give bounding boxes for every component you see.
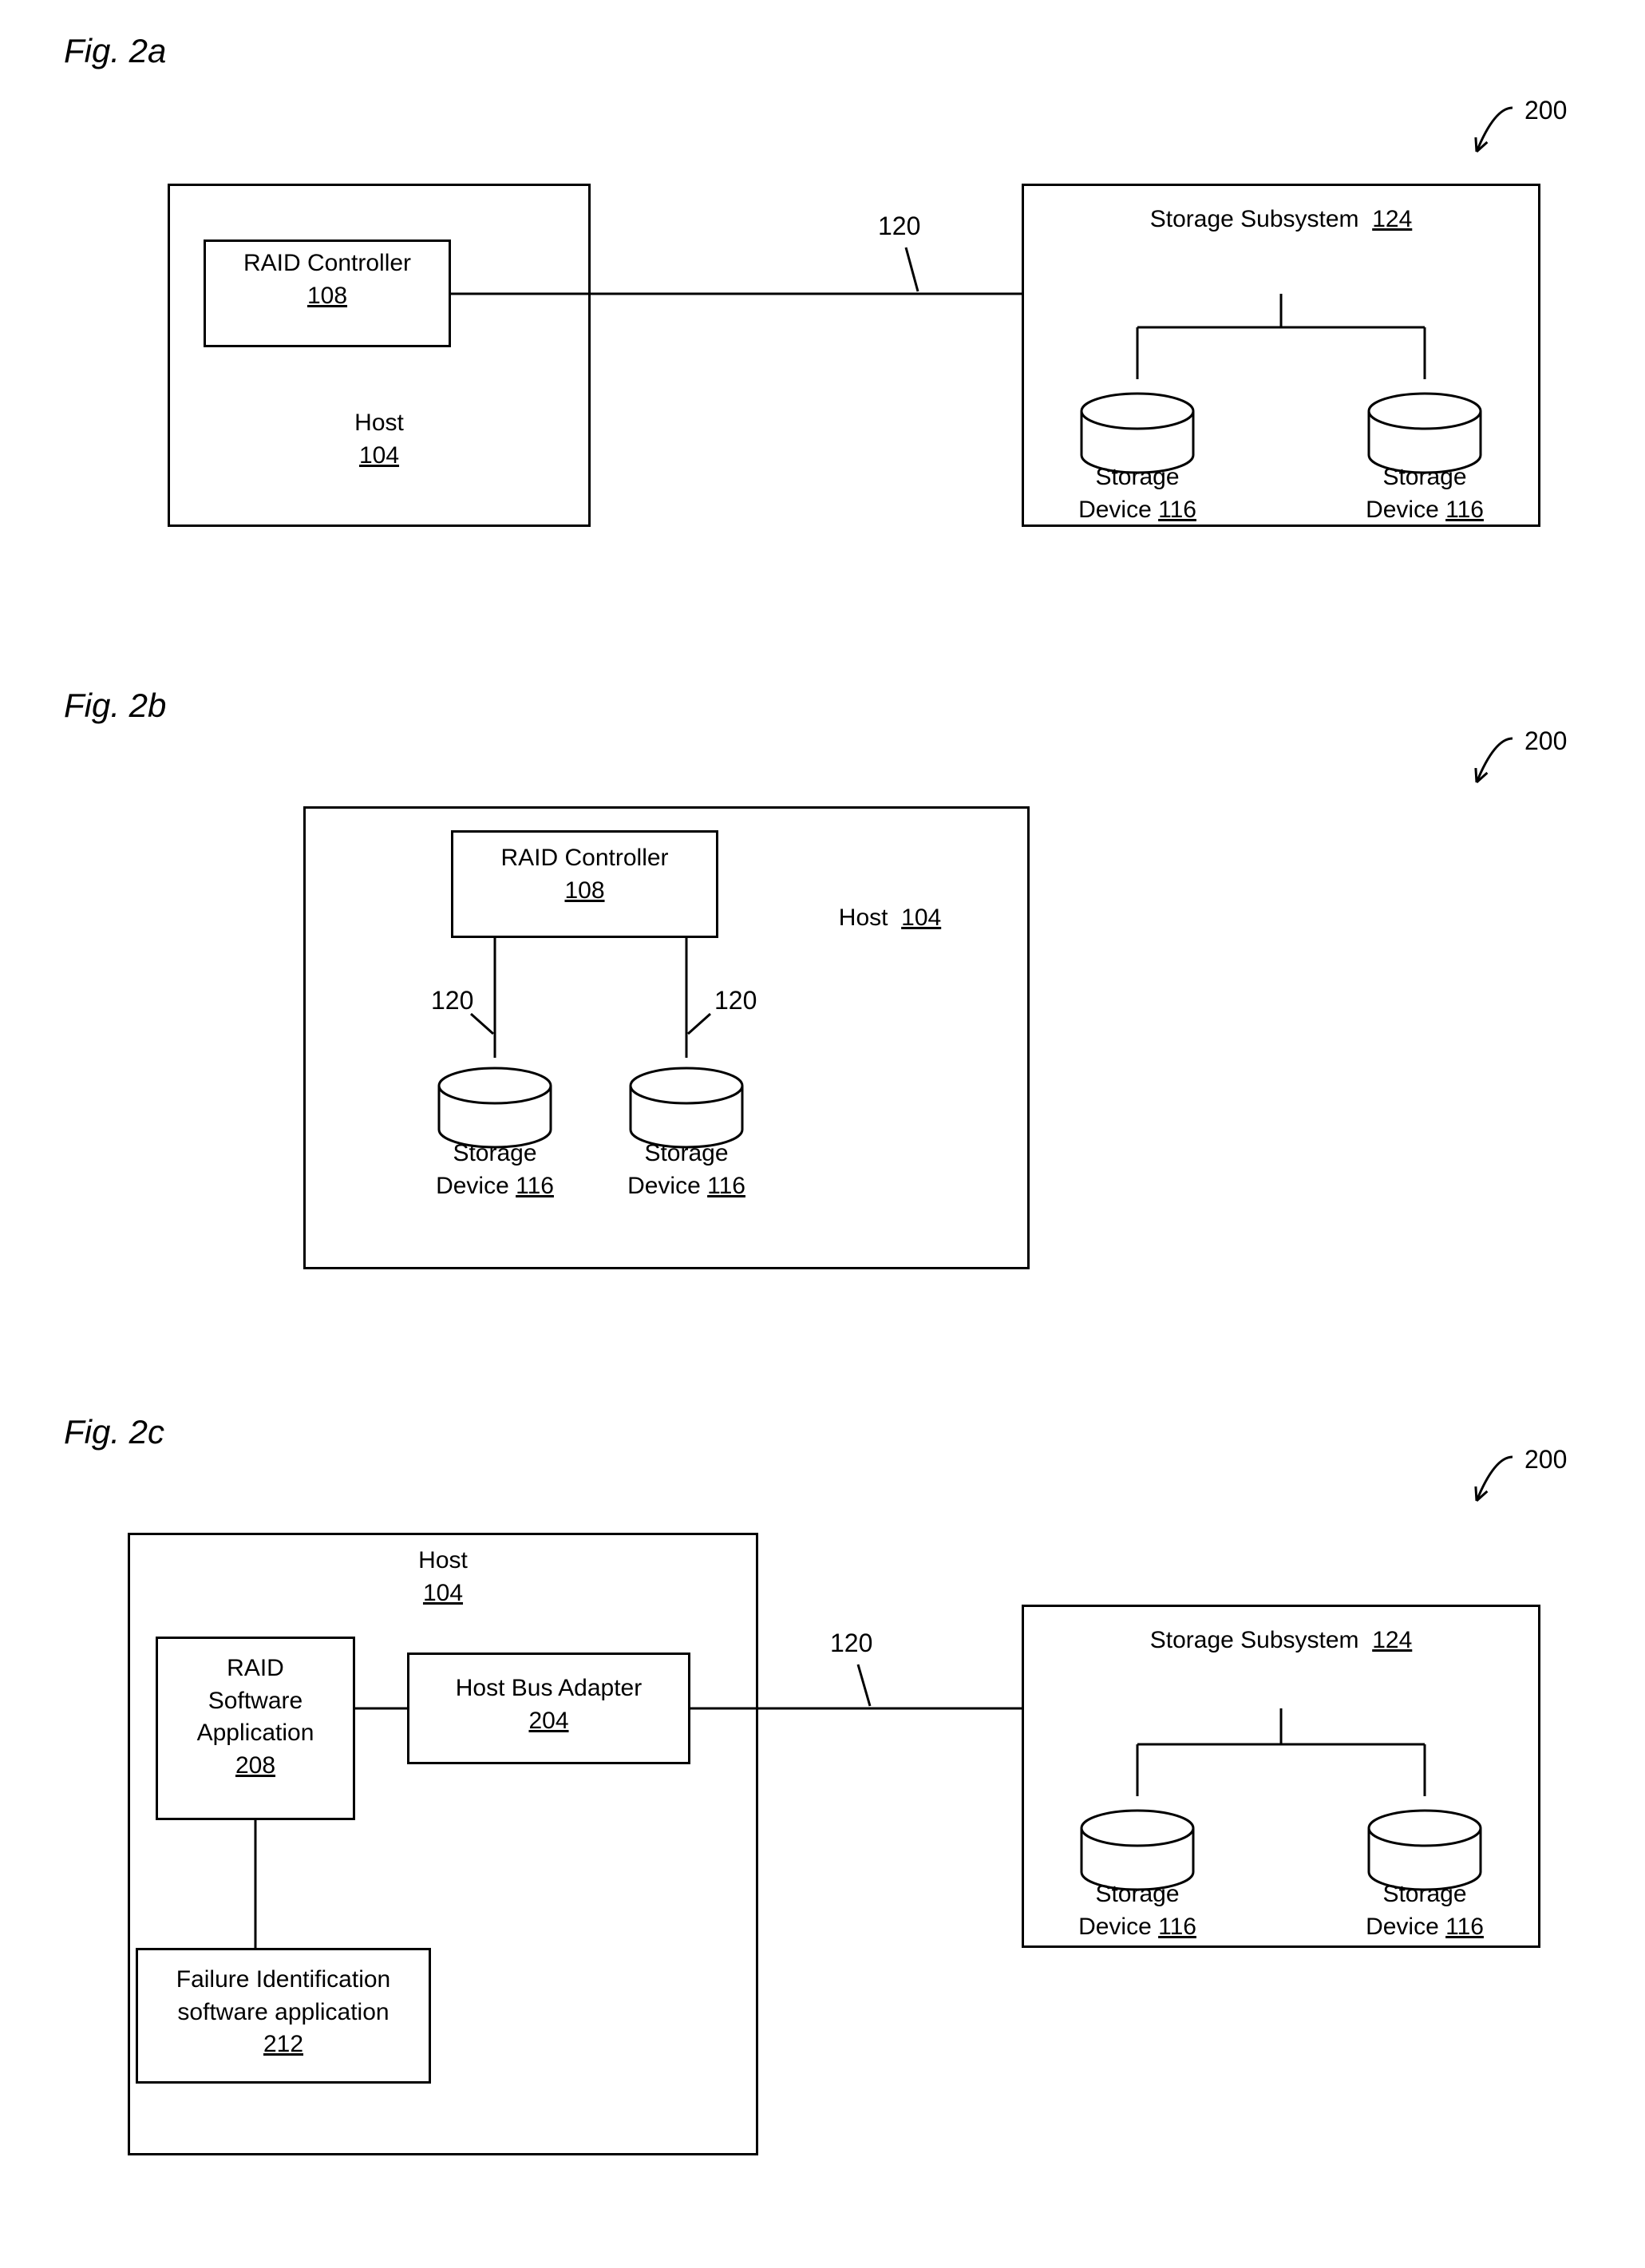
fig2c-host-text: Host104 [128,1545,758,1609]
fig2c-label: Fig. 2c [64,1413,164,1451]
fig2b-dev1-text: StorageDevice 116 [415,1138,575,1202]
fig2a-label: Fig. 2a [64,32,166,70]
fig2c-ref: 200 [1524,1445,1567,1474]
fig2a-raid-text: RAID Controller108 [204,247,451,312]
fig2b-dev2-text: StorageDevice 116 [607,1138,766,1202]
fig2c-dev1-text: StorageDevice 116 [1058,1878,1217,1943]
fig2c-subsystem-text: Storage Subsystem 124 [1022,1625,1540,1657]
fig2a-dev1-text: StorageDevice 116 [1058,461,1217,526]
fig2b-host-text: Host 104 [778,902,1002,935]
fig2b-bus-ref1: 120 [431,986,473,1015]
fig2a-host-text: Host104 [168,407,591,472]
fig2a-dev2-text: StorageDevice 116 [1345,461,1505,526]
fig2c-bus-ref: 120 [830,1629,872,1658]
fig2c-hba-text: Host Bus Adapter204 [407,1672,690,1737]
fig2b-ref: 200 [1524,726,1567,756]
fig2a-host-box [168,184,591,527]
fig2c-raidsw-text: RAIDSoftwareApplication208 [156,1653,355,1782]
fig2c-dev2-text: StorageDevice 116 [1345,1878,1505,1943]
fig2b-raid-text: RAID Controller108 [451,842,718,907]
fig2a-bus-ref: 120 [878,212,920,241]
fig2b-bus-ref2: 120 [714,986,757,1015]
fig2c-failsw-text: Failure Identificationsoftware applicati… [136,1964,431,2061]
fig2a-ref: 200 [1524,96,1567,125]
fig2a-subsystem-text: Storage Subsystem 124 [1022,204,1540,236]
fig2b-label: Fig. 2b [64,687,166,725]
